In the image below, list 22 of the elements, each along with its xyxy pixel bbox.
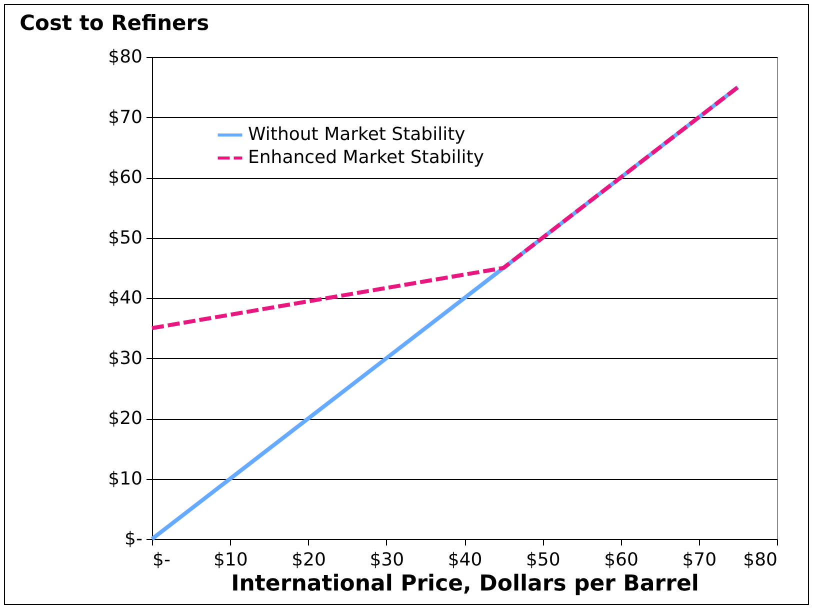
x-tick-label: $80 (743, 550, 778, 570)
legend-label: Without Market Stability (248, 124, 466, 145)
y-tick-label: $70 (108, 106, 142, 128)
y-tick-label: $40 (108, 288, 142, 308)
y-tick-label: $60 (108, 167, 142, 188)
x-axis-title: International Price, Dollars per Barrel (231, 572, 699, 596)
x-tick-label: $40 (448, 550, 482, 570)
y-tick-label: $- (124, 528, 142, 550)
y-tick-label: $20 (108, 408, 142, 429)
x-tick-label: $30 (370, 550, 404, 570)
x-tick-label: $10 (213, 550, 248, 570)
x-tick-label: $- (152, 550, 170, 570)
chart-title: Cost to Refiners (20, 11, 210, 35)
x-tick-label: $60 (604, 550, 638, 570)
y-tick-label: $10 (108, 468, 142, 490)
legend-label: Enhanced Market Stability (248, 147, 484, 168)
y-tick-label: $30 (108, 348, 142, 369)
x-tick-label: $70 (682, 550, 717, 570)
x-tick-label: $50 (526, 550, 560, 570)
x-tick-label: $20 (292, 550, 326, 570)
y-tick-label: $50 (108, 227, 142, 248)
y-tick-label: $80 (108, 46, 142, 68)
